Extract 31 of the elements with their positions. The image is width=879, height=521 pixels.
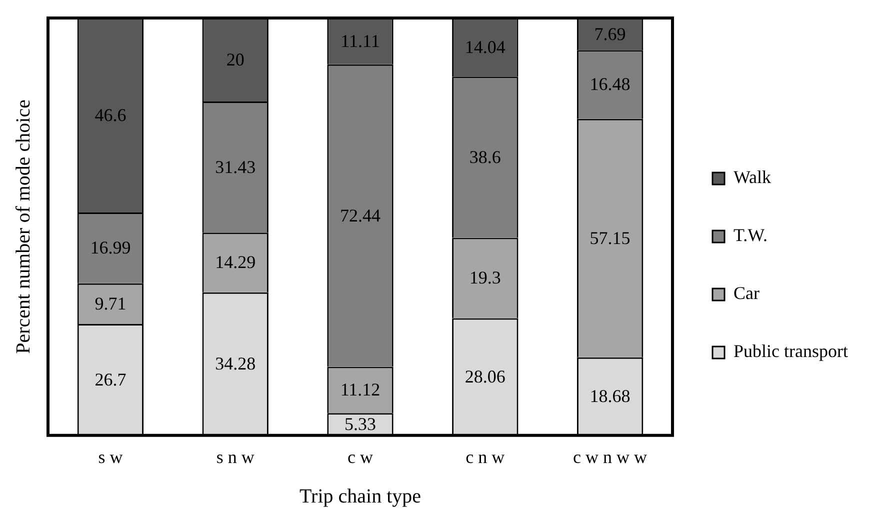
x-tick-label: c n w (466, 446, 505, 467)
data-label: 14.29 (215, 252, 256, 272)
data-label: 11.11 (340, 30, 380, 51)
data-label: 34.28 (215, 354, 256, 374)
data-label: 11.12 (340, 380, 380, 400)
x-tick-label: c w n w w (573, 446, 648, 467)
data-label: 57.15 (590, 228, 630, 248)
legend-label: Car (734, 283, 760, 304)
data-label: 5.33 (344, 414, 376, 434)
x-tick-label: s w (98, 446, 123, 467)
data-label: 18.68 (590, 386, 630, 406)
data-label: 16.48 (590, 74, 630, 94)
data-label: 20 (226, 49, 244, 70)
data-label: 28.06 (464, 366, 506, 387)
data-label: 9.71 (94, 293, 126, 314)
data-label: 46.6 (94, 104, 126, 125)
legend-label: Public transport (734, 341, 848, 362)
y-axis-title: Percent number of mode choice (12, 99, 34, 354)
data-label: 19.3 (469, 268, 501, 288)
data-label: 38.6 (469, 146, 501, 167)
data-label: 7.69 (594, 24, 626, 44)
legend-label: Walk (734, 167, 772, 188)
data-label: 14.04 (464, 37, 506, 58)
data-label: 16.99 (90, 238, 131, 258)
x-tick-label: s n w (216, 446, 254, 467)
data-label: 72.44 (340, 205, 381, 226)
x-tick-label: c w (348, 446, 374, 467)
data-label: 31.43 (215, 156, 256, 177)
legend-label: T.W. (734, 225, 768, 246)
x-axis-title: Trip chain type (300, 485, 422, 508)
data-label: 26.7 (94, 369, 126, 390)
